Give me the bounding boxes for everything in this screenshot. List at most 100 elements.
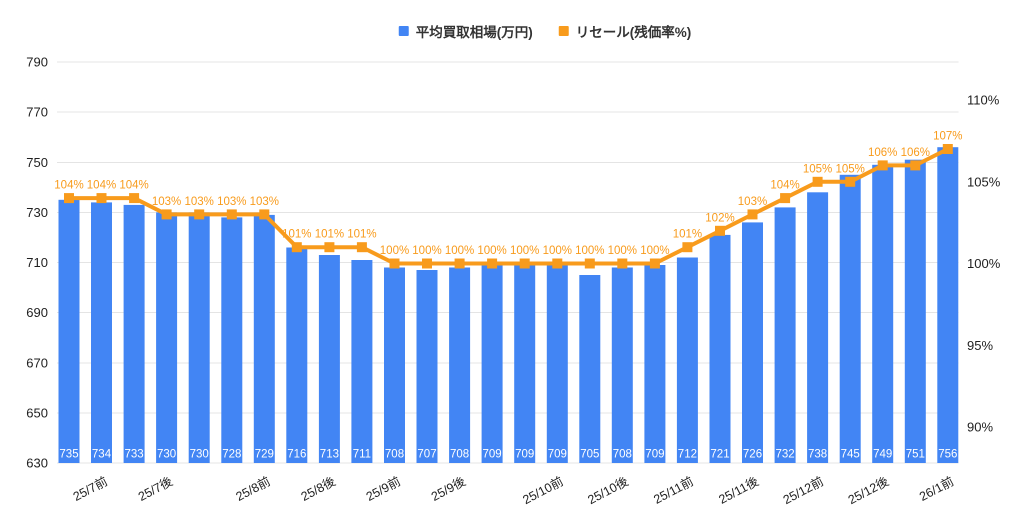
bar-value-label: 713	[320, 449, 339, 461]
bar	[774, 207, 796, 463]
bar	[807, 192, 829, 464]
legend-swatch-bar-icon	[398, 26, 409, 36]
resale-point	[356, 242, 367, 253]
x-axis-label: 25/7後	[136, 474, 176, 504]
resale-point	[682, 242, 693, 253]
left-axis-tick-label: 790	[26, 55, 48, 70]
legend-label-resale-rate: リセール(残価率%)	[575, 25, 692, 40]
right-axis-tick-label: 90%	[967, 420, 993, 435]
bar-value-label: 705	[580, 449, 599, 461]
right-axis-tick-label: 95%	[967, 338, 993, 353]
bar-value-label: 709	[645, 449, 664, 461]
bar-value-label: 738	[808, 449, 827, 461]
left-axis-tick-label: 670	[26, 355, 48, 370]
bar	[286, 247, 308, 463]
resale-point	[422, 258, 432, 269]
resale-value-label: 100%	[445, 245, 474, 257]
bar	[318, 255, 340, 463]
resale-point	[552, 258, 563, 269]
x-axis-label: 25/11後	[716, 474, 761, 507]
bar	[937, 147, 959, 463]
bar	[839, 174, 861, 464]
resale-point	[812, 176, 823, 187]
resale-value-label: 106%	[868, 147, 897, 159]
legend-swatch-line-icon	[558, 26, 569, 36]
bar-value-label: 732	[776, 449, 795, 461]
resale-value-label: 103%	[152, 196, 181, 208]
resale-point	[747, 209, 758, 220]
resale-point	[584, 258, 595, 269]
chart-legend: 平均買取相場(万円) リセール(残価率%)	[398, 21, 692, 41]
bar-value-label: 709	[515, 449, 534, 461]
resale-value-label: 104%	[119, 180, 148, 192]
bar-value-label: 749	[873, 449, 892, 461]
bar	[546, 265, 568, 463]
resale-value-label: 100%	[640, 245, 669, 257]
bar	[872, 164, 894, 464]
x-axis-label: 25/12後	[846, 474, 892, 507]
bar	[188, 212, 210, 463]
bar	[481, 265, 503, 463]
bar-value-label: 721	[710, 449, 729, 461]
x-axis-label: 25/8後	[299, 474, 339, 504]
resale-point	[259, 209, 270, 220]
bar-value-label: 735	[59, 449, 78, 461]
right-axis-tick-label: 105%	[967, 174, 1001, 189]
resale-point	[129, 193, 140, 204]
resale-value-label: 101%	[282, 229, 311, 241]
bar-value-label: 707	[417, 449, 436, 461]
left-axis-tick-label: 690	[26, 305, 48, 320]
resale-value-label: 105%	[803, 163, 832, 175]
bar-value-label: 730	[190, 449, 209, 461]
resale-value-label: 101%	[673, 229, 702, 241]
bar	[91, 202, 112, 463]
resale-point	[617, 258, 628, 269]
bar-value-label: 712	[678, 449, 697, 461]
legend-label-buyback-price: 平均買取相場(万円)	[415, 25, 533, 40]
resale-value-label: 103%	[217, 196, 246, 208]
bar	[514, 265, 536, 463]
bar	[611, 267, 633, 463]
bar-value-label: 708	[450, 449, 469, 461]
resale-value-label: 103%	[184, 196, 213, 208]
resale-point	[324, 242, 335, 253]
bar-value-label: 745	[841, 449, 860, 461]
bar	[742, 222, 763, 463]
bar-value-label: 711	[353, 449, 371, 461]
bar-value-label: 708	[613, 449, 632, 461]
legend-item-resale-rate: リセール(残価率%)	[558, 21, 692, 41]
bar-value-label: 728	[222, 449, 241, 461]
x-axis-label: 25/12前	[780, 473, 826, 507]
left-axis-tick-label: 770	[26, 105, 48, 120]
bar-value-label: 709	[548, 449, 567, 461]
resale-point	[877, 160, 888, 171]
resale-line	[67, 147, 950, 266]
bar	[676, 257, 698, 463]
bar-value-label: 708	[385, 449, 404, 461]
bar	[123, 204, 145, 463]
resale-value-label: 106%	[901, 147, 930, 159]
bar	[904, 159, 926, 463]
resale-value-label: 101%	[315, 229, 344, 241]
resale-point	[389, 258, 400, 269]
x-axis-label: 26/1前	[917, 473, 957, 504]
resale-value-label: 105%	[835, 163, 864, 175]
resale-value-label: 100%	[543, 245, 572, 257]
resale-point	[161, 209, 172, 220]
resale-value-label: 100%	[412, 245, 441, 257]
x-axis-label: 25/11前	[651, 473, 696, 506]
left-axis-tick-label: 710	[26, 255, 48, 270]
x-axis-label: 25/10後	[585, 474, 631, 507]
resale-point	[454, 258, 465, 269]
bar	[709, 234, 731, 463]
resale-point	[715, 225, 725, 236]
resale-value-label: 103%	[250, 196, 279, 208]
bar	[644, 265, 666, 463]
resale-point	[942, 144, 953, 154]
resale-point	[64, 193, 74, 204]
left-axis-tick-label: 630	[26, 456, 48, 471]
resale-point	[487, 258, 498, 269]
bar	[58, 199, 80, 464]
resale-value-label: 104%	[87, 180, 116, 192]
